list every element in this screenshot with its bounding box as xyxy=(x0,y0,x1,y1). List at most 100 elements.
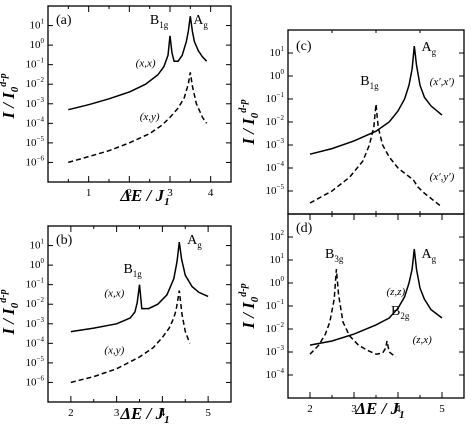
panel-d-label-B2g: B2g xyxy=(391,304,410,321)
panel-b-x-tick-label: 5 xyxy=(205,407,211,419)
panel-d-annotations: B3g Ag (z,z) B2g (z,x) xyxy=(325,247,437,346)
y-axis-title-sub: 0 xyxy=(249,296,261,302)
panel-b-y-tick-label: 10−2 xyxy=(26,296,45,310)
panel-b-tag: (b) xyxy=(56,233,73,248)
panel-a-ticks: 1 2 3 4 101 100 10−1 10−2 10−3 10−4 10−5 10−6 xyxy=(26,6,232,199)
panel-a-frame xyxy=(47,5,232,183)
panel-b-y-tick-label: 10−6 xyxy=(26,374,45,388)
panel-a-y-tick-label: 10−2 xyxy=(26,76,45,90)
panel-d-series-zz-line xyxy=(309,248,443,346)
x-axis-title-main: ΔE / J xyxy=(119,404,164,423)
panel-a-annotations: B1g Ag (x,x) (x,y) xyxy=(136,13,209,123)
panel-b-label-xx: (x,x) xyxy=(104,287,124,299)
y-axis-title-top-left: I / I0d-p xyxy=(0,73,21,119)
panel-d-x-tick-label: 3 xyxy=(351,403,357,415)
panel-a-label-xy: (x,y) xyxy=(140,111,160,123)
panel-a-y-tick-label: 101 xyxy=(30,18,45,32)
panel-a-label-xx: (x,x) xyxy=(136,58,156,70)
panel-a: 1 2 3 4 101 100 10−1 10−2 10−3 10−4 10−5 10−6 B1g Ag… xyxy=(26,5,232,199)
y-axis-title-sub: 0 xyxy=(9,302,21,308)
y-axis-title-sub: 0 xyxy=(9,86,21,92)
panel-d-y-tick-label: 101 xyxy=(270,252,285,266)
y-axis-title-main: I / I xyxy=(0,91,18,120)
panel-b-y-tick-label: 10−3 xyxy=(26,316,45,330)
y-axis-title-sup: d-p xyxy=(238,99,249,112)
x-axis-title-sub: 1 xyxy=(164,414,170,426)
panel-b-label-B1g: B1g xyxy=(123,262,142,279)
y-axis-title-top-right: I / I0d-p xyxy=(238,99,261,145)
panel-c-label-xpxp: (x′,x′) xyxy=(430,76,455,88)
panel-d-y-tick-label: 10−4 xyxy=(266,367,285,381)
panel-d-y-tick-label: 10−1 xyxy=(266,298,285,312)
x-axis-title-sub: 1 xyxy=(164,196,170,208)
panel-c-tag: (c) xyxy=(296,39,312,54)
panel-a-x-tick-label: 3 xyxy=(167,187,173,199)
panel-c-ticks: 101 100 10−1 10−2 10−3 10−4 10−5 xyxy=(266,30,465,214)
panel-a-label-B1g: B1g xyxy=(150,13,169,30)
panel-b-x-tick-label: 2 xyxy=(68,407,74,419)
panel-c-y-tick-label: 10−4 xyxy=(266,160,285,174)
panel-b-frame xyxy=(47,225,232,403)
panel-b-label-Ag: Ag xyxy=(187,233,202,250)
panel-c-label-B1g: B1g xyxy=(360,74,379,91)
y-axis-title-main: I / I xyxy=(239,117,258,146)
panel-d-y-tick-label: 100 xyxy=(270,275,285,289)
panel-b-y-tick-label: 10−5 xyxy=(26,355,45,369)
panel-d-label-zz: (z,z) xyxy=(386,286,405,298)
panel-d-y-tick-label: 10−2 xyxy=(266,321,285,335)
panel-d-y-tick-label: 102 xyxy=(270,229,285,243)
panel-b-series-xx-line xyxy=(70,242,209,333)
panel-c-label-xpyp: (x′,y′) xyxy=(430,171,455,183)
panel-b: 2 3 4 5 101 100 10−1 10−2 10−3 10−4 10−5 10−6 B1g Ag… xyxy=(26,225,232,419)
panel-a-y-tick-label: 10−6 xyxy=(26,154,45,168)
panel-c-series-xpyp-line xyxy=(309,104,443,208)
panel-b-y-tick-label: 101 xyxy=(30,238,45,252)
panel-d-x-tick-label: 4 xyxy=(395,403,401,415)
panel-a-x-tick-label: 1 xyxy=(86,187,92,199)
panel-c-label-Ag: Ag xyxy=(421,40,436,57)
x-axis-title-main: ΔE / J xyxy=(119,186,164,205)
panel-b-y-tick-label: 10−1 xyxy=(26,277,45,291)
panel-c-y-tick-label: 10−2 xyxy=(266,114,285,128)
panel-d-series-zx-line xyxy=(309,269,397,358)
y-axis-title-bottom-left: I / I0d-p xyxy=(0,289,21,335)
y-axis-title-bottom-right: I / I0d-p xyxy=(238,283,261,329)
panel-c-series-xpxp-line xyxy=(309,46,443,155)
y-axis-title-sup: d-p xyxy=(238,283,249,296)
x-axis-title-top-left: ΔE / J1 xyxy=(119,186,169,208)
panel-d-ticks: 2 3 4 5 102 101 100 10−1 10−2 10−3 10−4 xyxy=(266,214,465,415)
panel-c-y-tick-label: 100 xyxy=(270,68,285,82)
panel-a-x-tick-label: 4 xyxy=(208,187,214,199)
panel-a-y-tick-label: 100 xyxy=(30,37,45,51)
panel-d-frame xyxy=(287,213,465,399)
y-axis-title-sup: d-p xyxy=(0,289,9,302)
panel-d-x-tick-label: 5 xyxy=(439,403,445,415)
panel-d-y-tick-label: 10−3 xyxy=(266,344,285,358)
panel-a-series-xx-line xyxy=(68,16,208,111)
panel-b-series-xy-line xyxy=(70,290,191,384)
x-axis-title-main: ΔE / J xyxy=(354,399,399,418)
panel-c: 101 100 10−1 10−2 10−3 10−4 10−5 B1g Ag (x′,x′) (… xyxy=(266,29,465,215)
y-axis-title-main: I / I xyxy=(239,301,258,330)
panel-d-tag: (d) xyxy=(296,221,313,236)
panel-c-annotations: B1g Ag (x′,x′) (x′,y′) xyxy=(360,40,454,183)
x-axis-title-bottom-left: ΔE / J1 xyxy=(119,404,169,426)
x-axis-title-sub: 1 xyxy=(399,409,405,421)
panel-d-label-zx: (z,x) xyxy=(413,334,433,346)
y-axis-title-sup: d-p xyxy=(0,73,9,86)
panel-d-label-Ag: Ag xyxy=(421,247,436,264)
panel-c-y-tick-label: 101 xyxy=(270,45,285,59)
panel-c-y-tick-label: 10−1 xyxy=(266,91,285,105)
panel-d-label-B3g: B3g xyxy=(325,247,344,264)
panel-b-x-tick-label: 3 xyxy=(114,407,120,419)
panel-a-y-tick-label: 10−5 xyxy=(26,135,45,149)
y-axis-title-sub: 0 xyxy=(249,112,261,118)
panel-b-ticks: 2 3 4 5 101 100 10−1 10−2 10−3 10−4 10−5 10−6 xyxy=(26,226,232,419)
panel-a-x-tick-label: 2 xyxy=(127,187,133,199)
panel-a-y-tick-label: 10−4 xyxy=(26,115,45,129)
x-axis-title-bottom-right: ΔE / J1 xyxy=(354,399,404,421)
panel-d-x-tick-label: 2 xyxy=(307,403,313,415)
panel-b-x-tick-label: 4 xyxy=(160,407,166,419)
panel-c-y-tick-label: 10−3 xyxy=(266,137,285,151)
